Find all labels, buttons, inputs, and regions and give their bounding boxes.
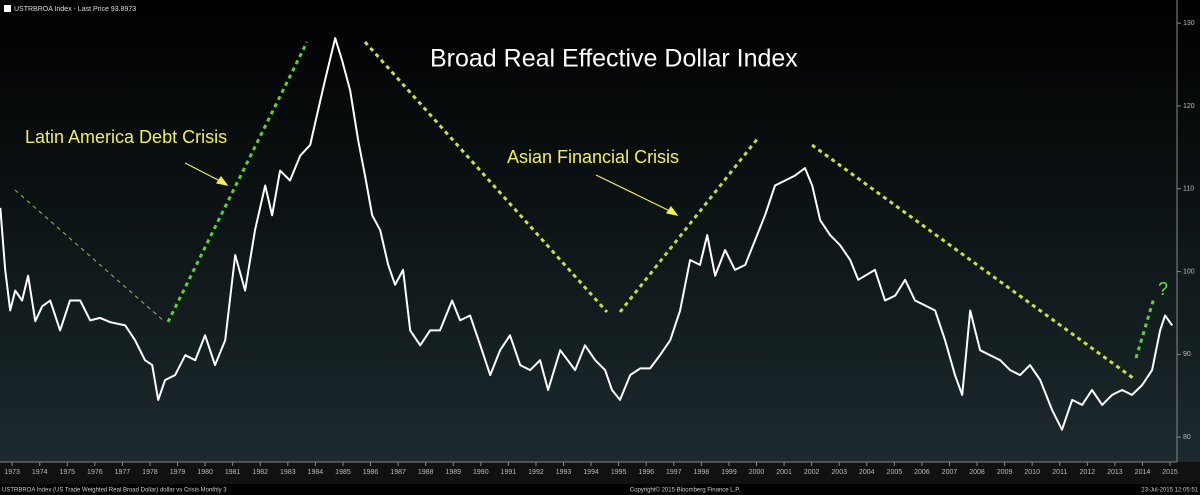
x-tick-label: 1983: [280, 469, 296, 476]
x-tick-label: 1994: [583, 469, 599, 476]
x-tick-label: 1975: [59, 469, 75, 476]
x-tick-label: 1985: [335, 469, 351, 476]
footer-left: USTRBROA Index (US Trade Weighted Real B…: [2, 488, 227, 494]
annotation: Latin America Debt Crisis: [25, 127, 227, 147]
x-tick-label: 1996: [638, 469, 654, 476]
trend-line: [14, 189, 166, 323]
x-tick-label: 1991: [501, 469, 517, 476]
x-tick-label: 1988: [418, 469, 434, 476]
annotation: ?: [1158, 279, 1168, 299]
x-tick-label: 1977: [115, 469, 131, 476]
x-tick-label: 2007: [942, 469, 958, 476]
y-tick-label: 100: [1183, 268, 1195, 275]
trend-line: [1134, 297, 1156, 359]
x-tick-label: 2002: [804, 469, 820, 476]
y-tick-label: 110: [1183, 186, 1194, 193]
x-tick-label: 2010: [1024, 469, 1040, 476]
footer-right: 23-Jul-2015 12:05:51: [1141, 488, 1198, 494]
arrow: [595, 174, 673, 213]
y-tick-label: 130: [1183, 20, 1195, 27]
x-tick-label: 1973: [4, 469, 20, 476]
trend-lines: [14, 40, 1156, 380]
x-tick-label: 2000: [749, 469, 765, 476]
x-tick-label: 1992: [528, 469, 544, 476]
x-tick-label: 2009: [997, 469, 1013, 476]
arrow-head: [216, 175, 229, 186]
trend-line: [811, 143, 1134, 380]
x-tick-label: 1993: [556, 469, 572, 476]
x-tick-label: 1974: [32, 469, 48, 476]
x-tick-label: 1984: [308, 469, 324, 476]
y-tick-label: 90: [1183, 351, 1191, 358]
x-tick-label: 1976: [87, 469, 103, 476]
x-tick-label: 1979: [170, 469, 186, 476]
y-tick-label: 80: [1183, 434, 1191, 441]
arrow: [184, 162, 223, 183]
x-tick-label: 2005: [887, 469, 903, 476]
data-line: [0, 37, 1174, 431]
header: USTRBROA Index - Last Price 93.8973: [14, 6, 136, 13]
x-tick-label: 1980: [197, 469, 213, 476]
x-tick-label: 2011: [1052, 469, 1067, 476]
trend-line: [618, 137, 760, 313]
x-tick-label: 1987: [390, 469, 406, 476]
x-tick-label: 1981: [225, 469, 241, 476]
x-tick-label: 2014: [1135, 469, 1151, 476]
x-tick-label: 2004: [859, 469, 875, 476]
footer-center: Copyright© 2015 Bloomberg Finance L.P.: [630, 487, 741, 494]
x-tick-label: 2003: [831, 469, 847, 476]
x-tick-label: 1989: [445, 469, 461, 476]
x-tick-label: 1982: [252, 469, 268, 476]
x-tick-label: 1995: [611, 469, 627, 476]
x-tick-label: 1986: [363, 469, 379, 476]
x-tick-label: 1998: [694, 469, 710, 476]
legend-swatch: [4, 5, 11, 12]
chart-title: Broad Real Effective Dollar Index: [430, 45, 798, 73]
x-tick-label: 1978: [142, 469, 158, 476]
arrow-head: [666, 205, 679, 216]
plot-background: [0, 0, 1200, 462]
x-tick-label: 2015: [1162, 469, 1178, 476]
arrows: [184, 162, 679, 216]
x-tick-label: 2001: [776, 469, 792, 476]
x-tick-label: 2006: [914, 469, 930, 476]
x-axis-band: [0, 462, 1200, 484]
x-tick-label: 2012: [1080, 469, 1096, 476]
annotation: Asian Financial Crisis: [507, 147, 679, 167]
x-tick-label: 2013: [1107, 469, 1123, 476]
x-tick-label: 2008: [969, 469, 985, 476]
x-tick-label: 1999: [721, 469, 737, 476]
x-tick-label: 1990: [473, 469, 489, 476]
y-tick-label: 120: [1183, 103, 1195, 110]
x-tick-label: 1997: [666, 469, 682, 476]
